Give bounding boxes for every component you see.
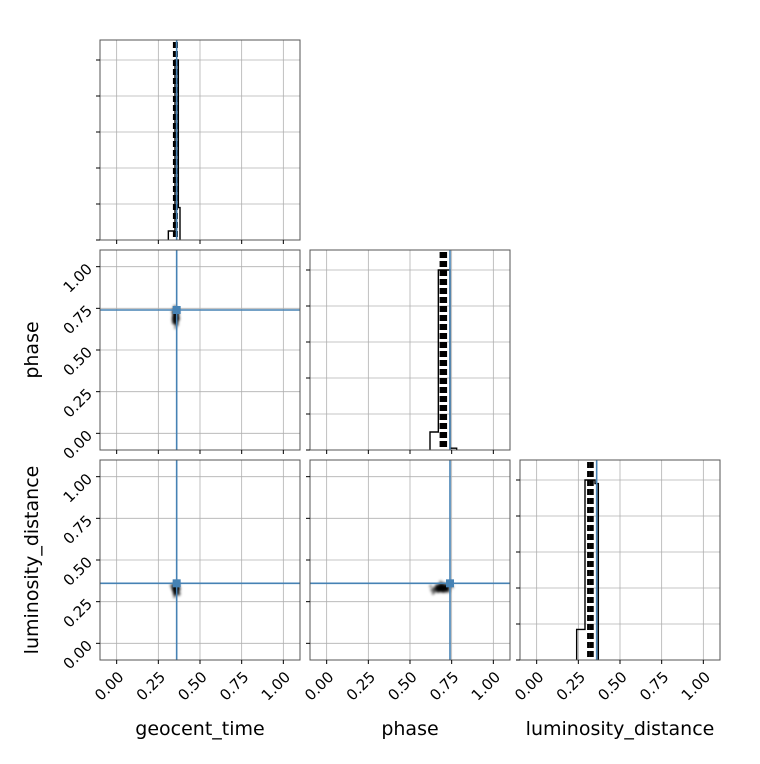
panel-luminosity_distance-vs-geocent_time-sample-15: [169, 584, 173, 587]
xtick-label-luminosity_distance-2: 0.50: [594, 668, 630, 704]
ylabel-phase: phase: [21, 321, 43, 378]
panel-luminosity_distance-vs-phase-sample-47: [439, 580, 443, 584]
panel-luminosity_distance-vs-geocent_time-truth-marker: [172, 579, 181, 588]
ylabel-luminosity_distance: luminosity_distance: [21, 466, 43, 655]
xtick-label-geocent_time-1: 0.25: [133, 668, 169, 704]
panel-luminosity_distance-vs-phase-sample-124: [431, 592, 435, 595]
xtick-label-luminosity_distance-1: 0.25: [553, 668, 589, 704]
xlabel-phase: phase: [381, 718, 438, 740]
xtick-label-phase-2: 0.50: [384, 668, 420, 704]
ytick-label-luminosity_distance-3: 0.75: [60, 512, 96, 548]
panel-luminosity_distance-vs-phase-sample-149: [434, 584, 438, 588]
xtick-label-phase-3: 0.75: [426, 668, 462, 704]
ytick-label-luminosity_distance-2: 0.50: [60, 553, 96, 589]
xtick-label-geocent_time-3: 0.75: [216, 668, 252, 704]
xtick-label-geocent_time-0: 0.00: [91, 668, 127, 704]
xlabel-luminosity_distance: luminosity_distance: [526, 718, 715, 740]
panel-luminosity_distance-vs-phase-samples: [429, 580, 454, 595]
panel-luminosity_distance-vs-phase-sample-123: [431, 588, 435, 592]
ytick-label-phase-2: 0.50: [60, 343, 96, 379]
tick-layer: [96, 59, 704, 664]
panel-luminosity_distance-vs-geocent_time-sample-154: [177, 593, 181, 597]
grid-layer: [100, 40, 720, 660]
panel-luminosity_distance-vs-phase-sample-135: [434, 588, 438, 592]
ytick-label-phase-1: 0.25: [60, 385, 96, 421]
ytick-label-luminosity_distance-0: 0.00: [60, 637, 96, 673]
ytick-label-luminosity_distance-4: 1.00: [60, 470, 96, 506]
panel-luminosity_distance-vs-phase-density-core: [436, 585, 449, 592]
data-layer: [100, 40, 600, 660]
xtick-label-luminosity_distance-4: 1.00: [678, 668, 714, 704]
xtick-label-luminosity_distance-3: 0.75: [636, 668, 672, 704]
panel-phase-vs-geocent_time-sample-159: [171, 318, 175, 322]
label-layer: 0.000.250.500.751.000.000.250.500.751.00…: [21, 260, 714, 740]
xtick-label-luminosity_distance-0: 0.00: [511, 668, 547, 704]
ytick-label-luminosity_distance-1: 0.25: [60, 595, 96, 631]
xlabel-geocent_time: geocent_time: [135, 718, 264, 740]
xtick-label-phase-1: 0.25: [343, 668, 379, 704]
panel-luminosity_distance-vs-phase-sample-145: [429, 584, 433, 588]
ytick-label-phase-0: 0.00: [60, 427, 96, 463]
xtick-label-phase-4: 1.00: [468, 668, 504, 704]
xtick-label-geocent_time-4: 1.00: [258, 668, 294, 704]
panel-luminosity_distance-vs-phase-truth-marker: [446, 579, 454, 588]
panel-luminosity_distance-vs-geocent_time-sample-159: [172, 591, 176, 595]
xtick-label-geocent_time-2: 0.50: [174, 668, 210, 704]
xtick-label-phase-0: 0.00: [301, 668, 337, 704]
ytick-label-phase-4: 1.00: [60, 260, 96, 296]
ytick-label-phase-3: 0.75: [60, 302, 96, 338]
panel-phase-vs-geocent_time-truth-marker: [172, 306, 181, 314]
